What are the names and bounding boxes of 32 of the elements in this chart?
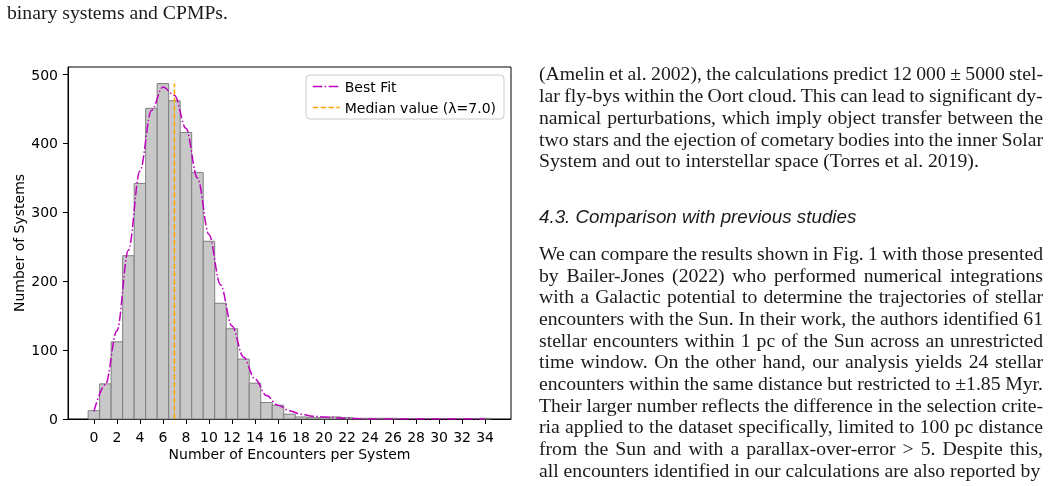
y-tick-label: 400: [31, 135, 58, 152]
x-tick-label: 20: [315, 429, 333, 445]
x-tick-label: 30: [430, 429, 448, 445]
legend-label: Median value (λ=7.0): [344, 99, 496, 116]
x-tick-label: 14: [246, 429, 264, 445]
x-tick-label: 0: [89, 429, 99, 445]
x-axis-title: Number of Encounters per System: [168, 446, 411, 462]
x-tick-label: 28: [407, 429, 425, 445]
x-tick-label: 10: [200, 429, 218, 445]
legend-label: Best Fit: [344, 78, 398, 95]
y-tick-label: 0: [49, 411, 58, 427]
y-tick-label: 300: [31, 204, 58, 221]
text: 4.3. Comparison with previous studies: [539, 206, 857, 228]
x-tick-label: 24: [361, 429, 380, 445]
text: binary systems and CPMPs.: [7, 1, 228, 24]
x-tick-label: 12: [223, 429, 241, 445]
text: We can compare the results shown in Fig. 1 with those presented by Bailer-Jones (2022) who performed numerical integrations with a Galactic potential to determine the trajectories of stellar encounters with the Sun. In their work, the authors identified 61 stellar encounters within 1 pc of the Sun across an unrestricted time window. On the other hand, our analysis yields 24 stellar encounters within the same distance but restricted to ±1.85 Myr. Their larger number reflects the difference in the selection crite- ria applied to the dataset specifically, limited to 100 pc distance from the Sun and with a parallax-over-error > 5. Despite this, all encounters identified in our calculations are also reported by: [539, 242, 1044, 481]
x-tick-label: 16: [269, 429, 287, 445]
x-tick-label: 4: [135, 429, 145, 445]
x-tick-label: 22: [338, 429, 356, 445]
x-tick-label: 2: [112, 429, 122, 445]
x-tick-label: 34: [476, 429, 495, 445]
y-axis-title: Number of Systems: [11, 173, 27, 313]
x-tick-label: 18: [292, 429, 310, 445]
y-tick-label: 200: [31, 273, 58, 290]
text: (Amelin et al. 2002), the calculations predict 12 000 ± 5000 stel- lar fly-bys within the Oort cloud. This can lead to significant dy- namical perturbations, which imply object transfer between the two stars and the ejection of cometary bodies into the inner Solar System and out to interstellar space (Torres et al. 2019).: [539, 62, 1044, 173]
x-tick-label: 26: [384, 429, 403, 445]
x-tick-label: 8: [181, 429, 191, 445]
x-tick-label: 6: [158, 429, 168, 445]
y-tick-label: 500: [31, 66, 58, 83]
y-tick-label: 100: [31, 342, 58, 359]
x-tick-label: 32: [453, 429, 472, 445]
